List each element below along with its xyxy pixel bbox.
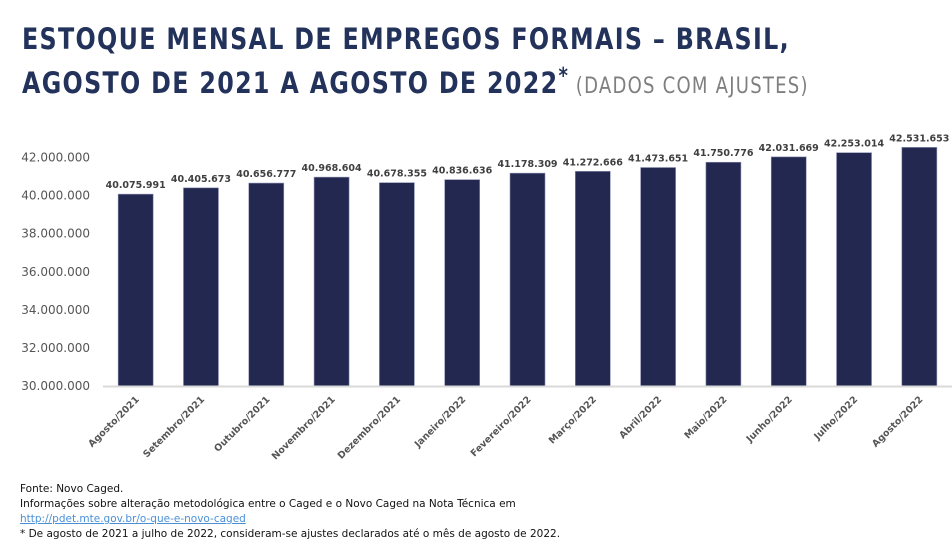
source-note: Fonte: Novo Caged. — [20, 483, 124, 495]
y-tick-label: 42.000.000 — [21, 151, 90, 165]
data-label: 40.968.604 — [302, 163, 362, 174]
y-tick-label: 34.000.000 — [21, 303, 90, 317]
y-tick-label: 38.000.000 — [21, 227, 90, 241]
bar — [183, 187, 219, 387]
data-label: 41.473.651 — [628, 154, 688, 165]
data-labels: 40.075.991 40.405.673 40.656.777 40.968.604… — [106, 133, 950, 191]
bar — [379, 182, 415, 387]
data-label: 40.678.355 — [367, 169, 427, 180]
data-label: 41.178.309 — [497, 159, 557, 170]
x-tick-label: Outubro/2021 — [212, 394, 272, 454]
bar — [901, 147, 938, 387]
bar — [836, 152, 872, 387]
bar — [770, 156, 807, 387]
chart-footer: Fonte: Novo Caged. Informações sobre alt… — [20, 482, 560, 542]
x-tick-label: Agosto/2022 — [870, 394, 925, 449]
data-label: 40.656.777 — [236, 169, 296, 180]
x-tick-label: Agosto/2021 — [86, 394, 141, 449]
x-tick-label: Julho/2022 — [812, 394, 861, 443]
data-label: 40.075.991 — [106, 180, 166, 191]
methodology-note: Informações sobre alteração metodológica… — [20, 498, 516, 510]
bar — [248, 182, 285, 387]
y-tick-label: 30.000.000 — [21, 379, 90, 393]
bars — [117, 147, 938, 387]
data-label: 42.253.014 — [824, 139, 884, 150]
x-tick-label: Fevereiro/2022 — [469, 394, 534, 459]
y-tick-label: 36.000.000 — [21, 265, 90, 279]
chart-title: ESTOQUE MENSAL DE EMPREGOS FORMAIS – BRA… — [22, 20, 809, 106]
y-tick-label: 40.000.000 — [21, 189, 90, 203]
adjustment-note: * De agosto de 2021 a julho de 2022, con… — [20, 528, 561, 540]
y-tick-label: 32.000.000 — [21, 341, 90, 355]
data-label: 41.750.776 — [693, 148, 753, 159]
bar-chart: 30.000.000 32.000.000 34.000.000 36.000.000… — [21, 133, 952, 462]
data-label: 40.405.673 — [171, 174, 231, 185]
data-label: 40.836.636 — [432, 166, 492, 177]
x-tick-label: Janeiro/2022 — [412, 394, 468, 450]
x-tick-label: Março/2022 — [547, 394, 599, 446]
title-asterisk: * — [558, 64, 570, 89]
title-line-1: ESTOQUE MENSAL DE EMPREGOS FORMAIS – BRA… — [22, 22, 790, 56]
bar — [444, 179, 480, 387]
x-axis: Agosto/2021 Setembro/2021 Outubro/2021Nove… — [86, 394, 925, 462]
x-tick-label: Setembro/2021 — [141, 394, 207, 460]
x-tick-label: Junho/2022 — [744, 394, 795, 445]
x-tick-label: Novembro/2021 — [270, 394, 338, 462]
data-label: 41.272.666 — [563, 157, 623, 168]
x-tick-label: Maio/2022 — [682, 394, 729, 441]
x-tick-label: Abril/2022 — [617, 394, 664, 441]
bar — [313, 176, 350, 387]
bar — [117, 193, 154, 387]
y-axis: 30.000.000 32.000.000 34.000.000 36.000.000… — [21, 151, 90, 394]
chart-subtitle: (DADOS COM AJUSTES) — [575, 74, 809, 99]
data-label: 42.531.653 — [889, 133, 949, 144]
bar — [575, 171, 611, 387]
x-tick-label: Dezembro/2021 — [336, 394, 403, 461]
data-label: 42.031.669 — [759, 143, 819, 154]
methodology-link[interactable]: http://pdet.mte.gov.br/o-que-e-novo-cage… — [20, 513, 246, 525]
title-line-2: AGOSTO DE 2021 A AGOSTO DE 2022 — [22, 66, 559, 100]
bar — [509, 172, 546, 387]
bar — [705, 161, 742, 387]
bar — [640, 167, 676, 387]
